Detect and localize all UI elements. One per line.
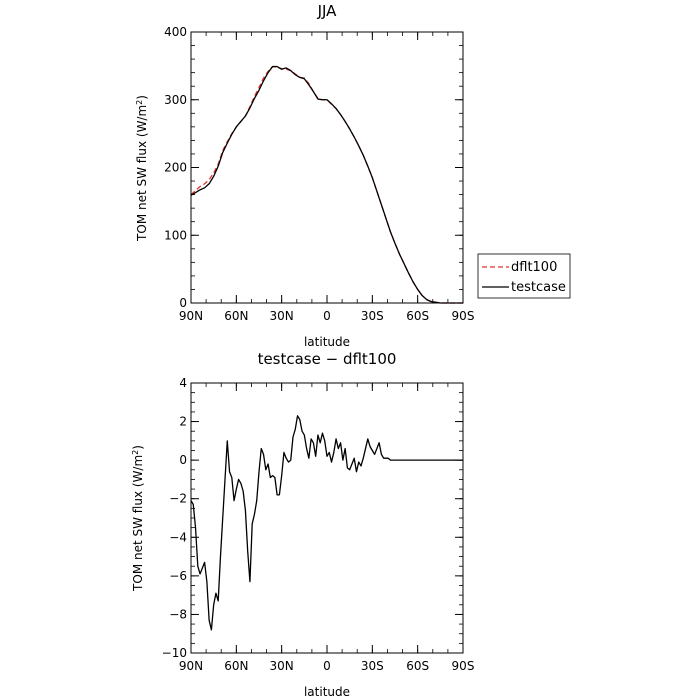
flux-panel: JJA TOM net SW flux (W/m2) latitude dflt…	[135, 2, 571, 349]
y-tick-label: −6	[169, 569, 187, 583]
y-tick-label: 400	[164, 25, 187, 39]
legend-label-dflt100: dflt100	[511, 260, 557, 275]
difference-panel-title: testcase − dflt100	[258, 350, 397, 368]
y-tick-label: 4	[179, 376, 187, 390]
x-tick-label: 60N	[224, 309, 248, 323]
x-tick-label: 90N	[179, 659, 203, 673]
x-tick-label: 60S	[406, 659, 429, 673]
y-tick-label: 100	[164, 228, 187, 242]
x-tick-label: 0	[323, 309, 331, 323]
y-tick-label: 0	[179, 453, 187, 467]
y-tick-label: −10	[162, 646, 187, 660]
x-tick-label: 30N	[270, 659, 294, 673]
x-tick-label: 0	[323, 659, 331, 673]
legend-label-testcase: testcase	[511, 280, 566, 295]
x-tick-label: 30S	[361, 309, 384, 323]
y-tick-label: 0	[179, 296, 187, 310]
legend: dflt100 testcase	[477, 253, 571, 299]
difference-panel-ylabel: TOM net SW flux (W/m2)	[131, 445, 145, 592]
x-tick-label: 90N	[179, 309, 203, 323]
flux-panel-xlabel: latitude	[304, 335, 350, 349]
flux-panel-title: JJA	[317, 2, 338, 20]
y-tick-label: −8	[169, 607, 187, 621]
x-tick-label: 90S	[452, 309, 475, 323]
y-tick-label: −4	[169, 530, 187, 544]
flux-panel-ylabel: TOM net SW flux (W/m2)	[135, 95, 149, 242]
y-tick-label: 2	[179, 415, 187, 429]
x-tick-label: 60N	[224, 659, 248, 673]
x-tick-label: 30S	[361, 659, 384, 673]
plot-frame	[190, 31, 464, 304]
difference-panel: testcase − dflt100 TOM net SW flux (W/m2…	[131, 350, 474, 699]
x-tick-label: 60S	[406, 309, 429, 323]
y-tick-label: −2	[169, 492, 187, 506]
series-line-dflt100	[190, 65, 463, 304]
difference-panel-xlabel: latitude	[304, 685, 350, 699]
y-tick-label: 300	[164, 93, 187, 107]
x-tick-label: 90S	[452, 659, 475, 673]
x-tick-label: 30N	[270, 309, 294, 323]
plot-frame	[190, 382, 464, 654]
series-line-testcase	[190, 65, 463, 304]
series-line-difference	[190, 415, 463, 631]
y-tick-label: 200	[164, 161, 187, 175]
legend-box	[477, 253, 571, 299]
